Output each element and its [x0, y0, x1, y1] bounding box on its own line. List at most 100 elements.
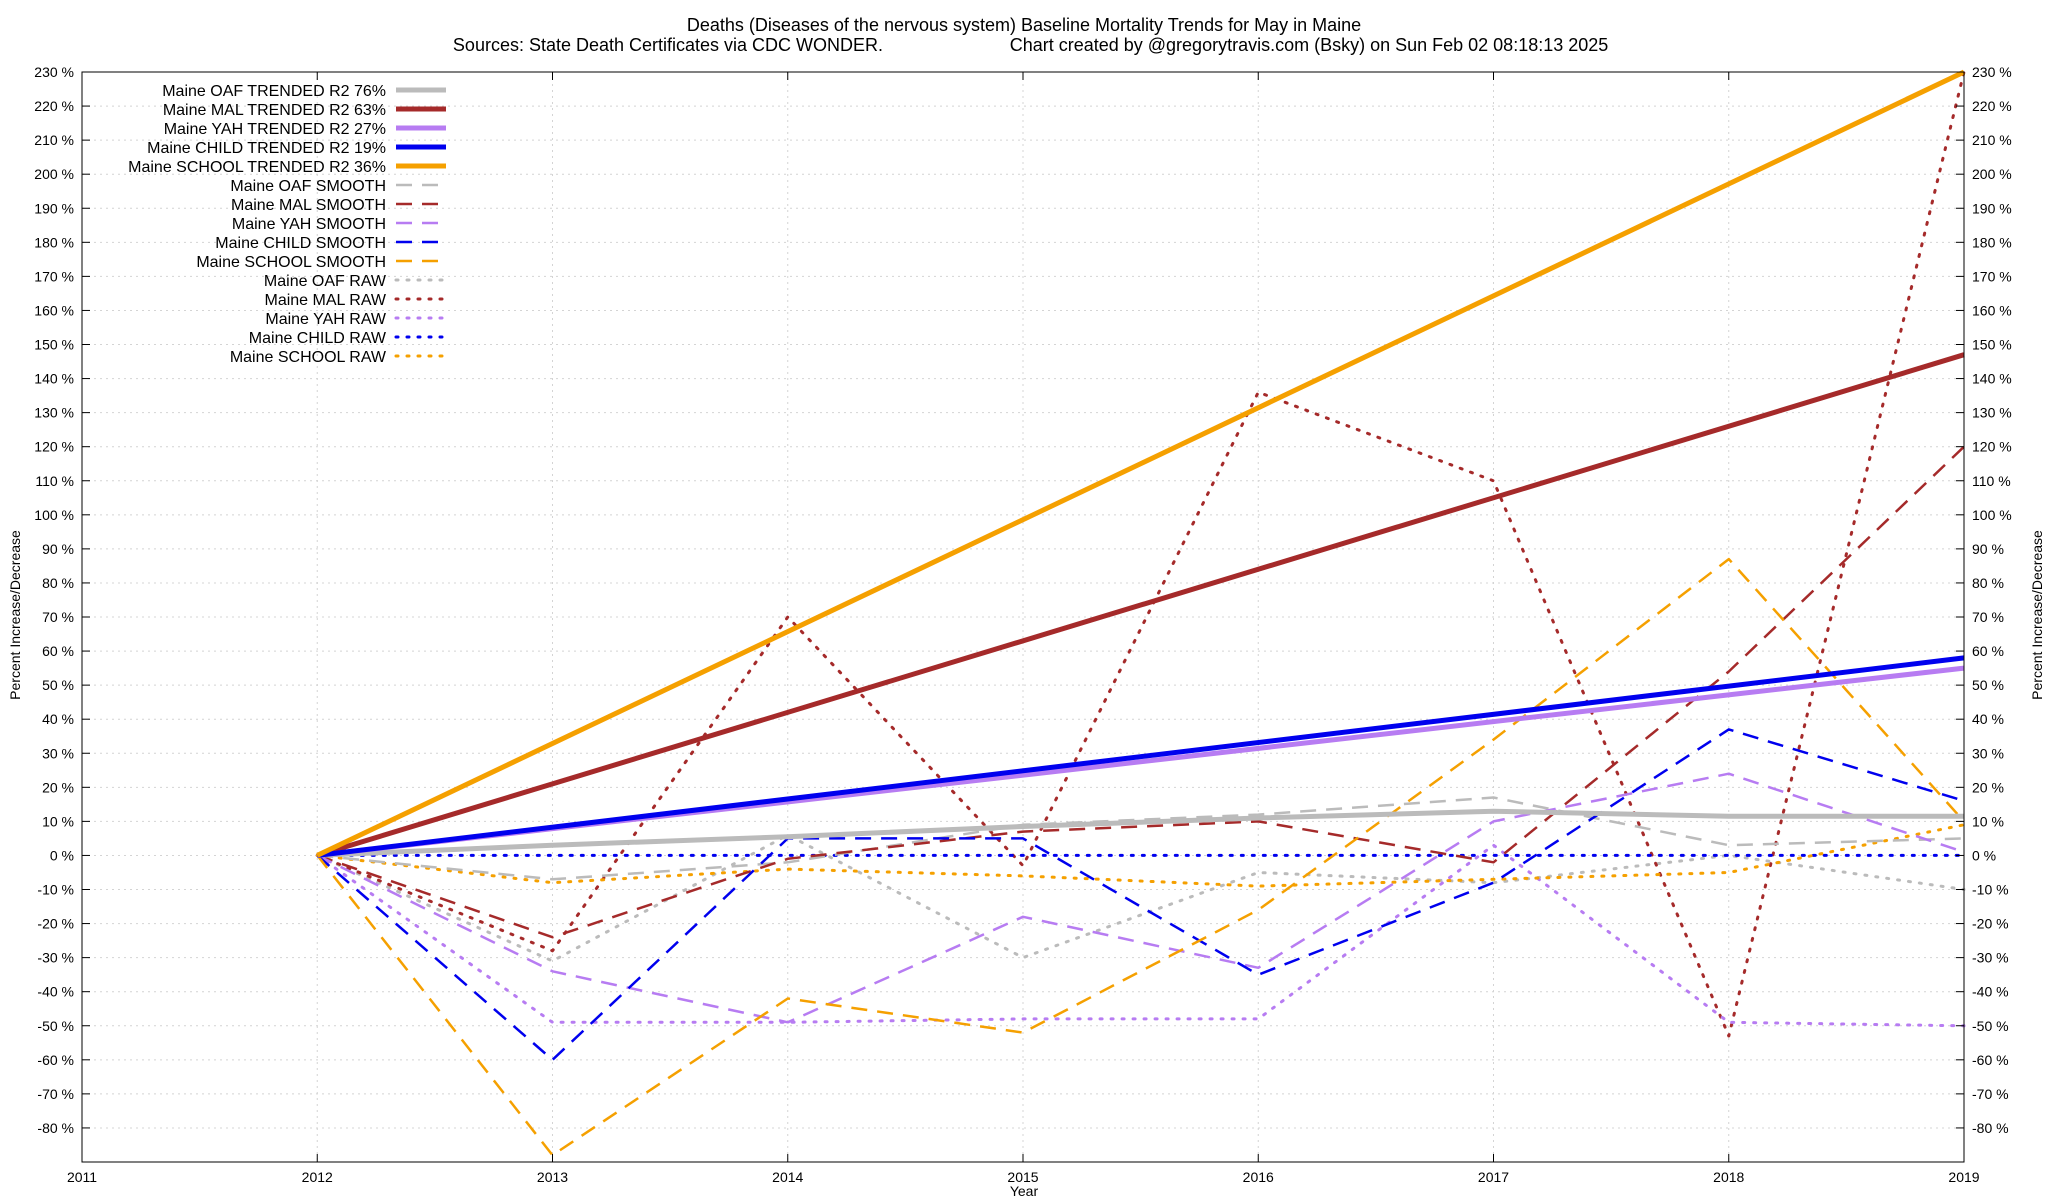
- y-tick-label: 130 %: [34, 405, 74, 421]
- legend-label: Maine YAH RAW: [265, 311, 387, 328]
- y-tick-label: 70 %: [42, 609, 74, 625]
- y-tick-label: -60 %: [37, 1052, 74, 1068]
- series-line-maine-mal-smooth: [316, 445, 1965, 939]
- axis-ticks: 230 % 230 % 220 % 220 % 210 % 210 % 200 % 200 %…: [34, 64, 2011, 1185]
- y-tick-label-right: 70 %: [1972, 609, 2004, 625]
- y-tick-label: 10 %: [42, 813, 74, 829]
- legend: Maine OAF TRENDED R2 76% Maine MAL TRENDE…: [128, 83, 448, 366]
- legend-label: Maine SCHOOL RAW: [230, 349, 387, 366]
- y-tick-label-right: 60 %: [1972, 643, 2004, 659]
- y-tick-label: -10 %: [37, 882, 74, 898]
- series-line-maine-child-trended-r2-19: [317, 655, 1965, 858]
- x-tick-label: 2016: [1243, 1169, 1274, 1185]
- y-tick-label-right: 180 %: [1972, 234, 2012, 250]
- series-line-maine-child-smooth: [316, 728, 1965, 1062]
- y-tick-label: 220 %: [34, 98, 74, 114]
- y-tick-label-right: -10 %: [1972, 882, 2009, 898]
- y-tick-label-right: -80 %: [1972, 1120, 2009, 1136]
- chart-title: Deaths (Diseases of the nervous system) …: [687, 15, 1361, 35]
- y-tick-label: 120 %: [34, 439, 74, 455]
- legend-label: Maine CHILD TRENDED R2 19%: [147, 140, 386, 157]
- series-line-maine-oaf-raw: [315, 833, 1966, 963]
- y-tick-label-right: 170 %: [1972, 268, 2012, 284]
- y-tick-label-right: -30 %: [1972, 950, 2009, 966]
- series-line-maine-mal-trended-r2-63: [316, 352, 1965, 858]
- y-tick-label: 40 %: [42, 711, 74, 727]
- y-tick-label: 170 %: [34, 268, 74, 284]
- y-tick-label-right: 200 %: [1972, 166, 2012, 182]
- y-tick-label: 180 %: [34, 234, 74, 250]
- y-tick-label-right: 220 %: [1972, 98, 2012, 114]
- y-tick-label: 0 %: [50, 847, 74, 863]
- y-tick-label-right: 50 %: [1972, 677, 2004, 693]
- y-tick-label-right: 130 %: [1972, 405, 2012, 421]
- legend-label: Maine YAH TRENDED R2 27%: [164, 121, 386, 138]
- y-tick-label: -80 %: [37, 1120, 74, 1136]
- legend-label: Maine OAF RAW: [264, 273, 387, 290]
- y-tick-label-right: 110 %: [1972, 473, 2011, 489]
- series-line-maine-school-trended-r2-36: [316, 69, 1966, 858]
- y-tick-label: 100 %: [34, 507, 74, 523]
- series-line-maine-mal-raw: [315, 70, 1966, 1038]
- y-tick-label: 190 %: [34, 200, 74, 216]
- y-tick-label: 150 %: [34, 337, 74, 353]
- y-tick-label-right: 0 %: [1972, 847, 1996, 863]
- legend-label: Maine OAF TRENDED R2 76%: [162, 83, 386, 100]
- legend-label: Maine MAL TRENDED R2 63%: [163, 102, 386, 119]
- y-tick-label: 80 %: [42, 575, 74, 591]
- y-tick-label: 160 %: [34, 302, 74, 318]
- y-tick-label-right: 120 %: [1972, 439, 2012, 455]
- y-tick-label-right: 10 %: [1972, 813, 2004, 829]
- series-line-maine-school-raw: [315, 823, 1966, 888]
- legend-label: Maine SCHOOL TRENDED R2 36%: [128, 159, 386, 176]
- y-tick-label: 230 %: [34, 64, 74, 80]
- x-tick-label: 2012: [302, 1169, 333, 1185]
- x-tick-label: 2011: [67, 1169, 97, 1185]
- y-tick-label: 90 %: [42, 541, 74, 557]
- y-tick-label: -20 %: [37, 916, 74, 932]
- series-line-maine-oaf-smooth: [317, 796, 1965, 881]
- y-tick-label-right: 30 %: [1972, 745, 2004, 761]
- y-tick-label-right: 90 %: [1972, 541, 2004, 557]
- y-tick-label: 60 %: [42, 643, 74, 659]
- chart-subtitle-credit: Chart created by @gregorytravis.com (Bsk…: [1010, 35, 1609, 55]
- y-tick-label: 200 %: [34, 166, 74, 182]
- chart-subtitle-sources: Sources: State Death Certificates via CD…: [453, 35, 883, 55]
- y-tick-label-right: 190 %: [1972, 200, 2012, 216]
- y-tick-label-right: -50 %: [1972, 1018, 2009, 1034]
- y-tick-label: 30 %: [42, 745, 74, 761]
- y-tick-label: 50 %: [42, 677, 74, 693]
- series-line-maine-oaf-trended-r2-76: [317, 808, 1964, 858]
- legend-label: Maine MAL RAW: [264, 292, 386, 309]
- x-tick-label: 2017: [1478, 1169, 1509, 1185]
- y-tick-label-right: 40 %: [1972, 711, 2004, 727]
- legend-label: Maine CHILD SMOOTH: [215, 235, 386, 252]
- x-tick-label: 2019: [1948, 1169, 1979, 1185]
- x-tick-label: 2018: [1713, 1169, 1744, 1185]
- series-lines: [315, 69, 1966, 1157]
- y-tick-label: 210 %: [34, 132, 74, 148]
- series-line-maine-school-smooth: [316, 557, 1965, 1157]
- y-tick-label: -50 %: [37, 1018, 74, 1034]
- y-tick-label-right: 100 %: [1972, 507, 2012, 523]
- y-tick-label-right: 140 %: [1972, 371, 2012, 387]
- y-tick-label-right: 230 %: [1972, 64, 2012, 80]
- legend-label: Maine CHILD RAW: [249, 330, 387, 347]
- y-axis-label-left: Percent Increase/Decrease: [7, 530, 23, 700]
- y-tick-label-right: 150 %: [1972, 337, 2012, 353]
- x-axis-label: Year: [1010, 1183, 1039, 1199]
- y-tick-label-right: 160 %: [1972, 302, 2012, 318]
- y-tick-label: 140 %: [34, 371, 74, 387]
- series-line-maine-yah-raw: [315, 843, 1966, 1028]
- y-tick-label: 110 %: [35, 473, 74, 489]
- x-tick-label: 2015: [1007, 1169, 1038, 1185]
- y-tick-label-right: -20 %: [1972, 916, 2009, 932]
- y-tick-label-right: -40 %: [1972, 984, 2009, 1000]
- y-tick-label: 20 %: [42, 779, 74, 795]
- legend-label: Maine SCHOOL SMOOTH: [196, 254, 386, 271]
- y-axis-label-right: Percent Increase/Decrease: [2029, 530, 2045, 700]
- y-tick-label: -40 %: [37, 984, 74, 1000]
- y-tick-label-right: 80 %: [1972, 575, 2004, 591]
